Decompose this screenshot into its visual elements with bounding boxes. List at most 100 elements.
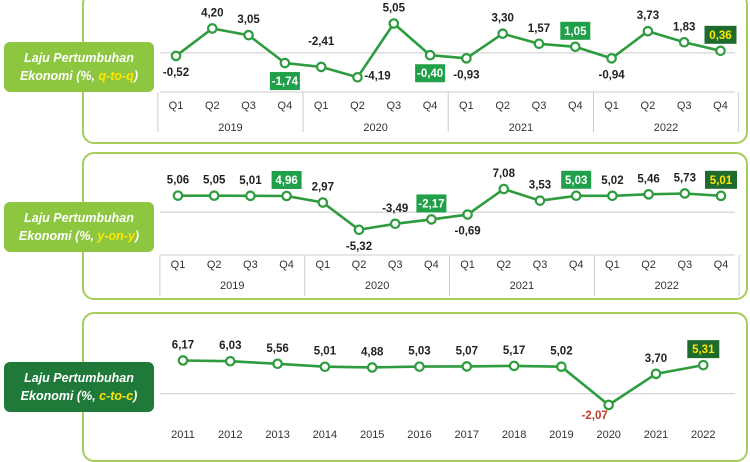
chart1-tick-label: Q1 [171, 259, 186, 271]
chart1-tick-label: Q1 [460, 259, 475, 271]
label-qtoq-suffix: ) [133, 69, 139, 83]
chart1-tick-label: Q3 [388, 259, 403, 271]
label-yony-suffix: ) [134, 229, 140, 243]
chart2-tick-label: 2011 [171, 429, 195, 441]
chart0-highlight-box [704, 25, 737, 44]
chart2-point [508, 360, 520, 372]
chart2-tick-label: 2012 [218, 429, 242, 441]
chart2-point [556, 361, 567, 372]
chart1-tick-label: Q3 [243, 259, 258, 271]
label-ctoc-suffix: ) [133, 389, 138, 403]
chart1-data-label: 5,03 [565, 175, 587, 187]
chart1-highlight-box [705, 170, 737, 189]
chart1-tick-label: Q2 [641, 259, 656, 271]
chart1-data-label: 5,05 [203, 175, 226, 187]
chart1-point [281, 190, 292, 202]
chart0-tick-label: Q4 [278, 100, 293, 112]
chart1-tick-label: Q4 [569, 259, 584, 271]
chart0-tick-label: Q3 [241, 100, 256, 112]
label-yony-prefix: Ekonomi (%, [18, 229, 98, 243]
chart2-data-label: 5,31 [692, 344, 715, 356]
chart0-tick-label: Q1 [169, 100, 184, 112]
chart1-point [679, 188, 691, 199]
chart1-tick-label: Q3 [677, 259, 692, 271]
chart1-point [607, 190, 618, 202]
chart2-series-line [182, 359, 704, 407]
label-yony-line2: Ekonomi (%, y-on-y) [4, 227, 154, 245]
label-ctoc-line2: Ekonomi (%, c-to-c) [4, 387, 154, 405]
chart0-year-label: 2021 [509, 122, 533, 134]
chart2-point [603, 399, 614, 411]
chart2-highlight-box [687, 340, 720, 359]
chart2-tick-label: 2019 [549, 429, 573, 441]
chart1-point [498, 183, 510, 195]
chart2-tick-label: 2014 [313, 429, 337, 441]
chart1-tick-label: Q4 [424, 259, 439, 271]
chart2-tick-label: 2017 [455, 429, 479, 441]
chart1-point [208, 190, 220, 201]
label-qtoq-line2: Ekonomi (%, q-to-q) [4, 67, 154, 85]
chart0-point [678, 36, 690, 48]
chart0-tick-label: Q1 [459, 100, 474, 112]
chart1-tick-label: Q4 [714, 259, 729, 271]
chart2-data-label: 5,01 [314, 346, 337, 358]
label-qtoq: Laju Pertumbuhan Ekonomi (%, q-to-q) [4, 42, 154, 92]
label-ctoc-prefix: Ekonomi (%, [20, 389, 100, 403]
chart2-data-label: 5,56 [266, 343, 288, 355]
chart0-point [388, 18, 400, 29]
chart0-point [352, 71, 363, 83]
chart2-data-label: 5,07 [456, 345, 478, 357]
chart0-point [497, 28, 508, 40]
chart2-point [177, 355, 189, 366]
chart0-data-label: 5,05 [383, 3, 406, 15]
chart1-year-label: 2020 [365, 280, 389, 292]
chart1-point [172, 190, 184, 201]
chart1-year-label: 2021 [510, 280, 534, 292]
chart2-data-label: 5,02 [550, 346, 572, 358]
chart2-point [414, 361, 425, 372]
chart1-point [570, 190, 582, 202]
label-yony-hl: y-on-y [97, 229, 135, 243]
chart1-data-label: 3,53 [529, 180, 551, 192]
chart2-data-label: 6,17 [172, 339, 194, 351]
chart1-tick-label: Q1 [315, 259, 330, 271]
chart0-point [315, 61, 327, 73]
chart2-tick-label: 2015 [360, 429, 384, 441]
panel-yony [82, 152, 748, 300]
chart1-point [643, 189, 654, 200]
chart1-tick-label: Q2 [496, 259, 511, 271]
label-qtoq-line1: Laju Pertumbuhan [24, 51, 134, 65]
chart0-year-label: 2022 [654, 122, 678, 134]
chart0-tick-label: Q2 [495, 100, 510, 112]
chart0-highlight-box [269, 72, 300, 91]
chart0-highlight-box [415, 64, 446, 83]
chart1-point [426, 214, 437, 225]
chart0-point [170, 50, 182, 62]
chart1-tick-label: Q3 [533, 259, 548, 271]
chart1-data-label: -3,49 [382, 203, 408, 215]
chart1-highlight-box [271, 170, 302, 189]
charts-svg: 2019 2020 2021 2022 Q1 Q2 Q3 Q4 Q1 Q2 Q3 Q4 Q1 Q2 Q3 Q4… [157, 3, 740, 441]
chart1-data-label: 2,97 [312, 182, 334, 194]
chart1-data-label: 7,08 [493, 168, 516, 180]
chart2-data-label: 6,03 [219, 340, 241, 352]
chart1-data-label: 5,02 [601, 175, 623, 187]
chart0-tick-label: Q2 [205, 100, 220, 112]
chart1-point [245, 190, 256, 202]
chart1-series-line [178, 187, 722, 232]
chart0-data-label: -0,94 [598, 69, 625, 81]
chart2-tick-label: 2020 [596, 429, 620, 441]
chart2-data-label: 3,70 [645, 353, 667, 365]
chart1-data-label: 5,46 [637, 173, 659, 185]
chart0-data-label: 1,57 [528, 23, 550, 35]
label-ctoc-hl: c-to-c [99, 389, 134, 403]
chart0-point [461, 53, 472, 64]
chart0-data-label: -0,93 [453, 69, 479, 81]
chart0-tick-label: Q3 [677, 100, 692, 112]
chart2-tick-label: 2022 [691, 429, 715, 441]
chart2-tick-label: 2013 [265, 429, 289, 441]
chart2-data-label: -2,07 [582, 410, 608, 422]
chart1-tick-label: Q4 [279, 259, 294, 271]
chart2-point [272, 358, 283, 370]
chart0-data-label: 3,30 [492, 13, 514, 25]
